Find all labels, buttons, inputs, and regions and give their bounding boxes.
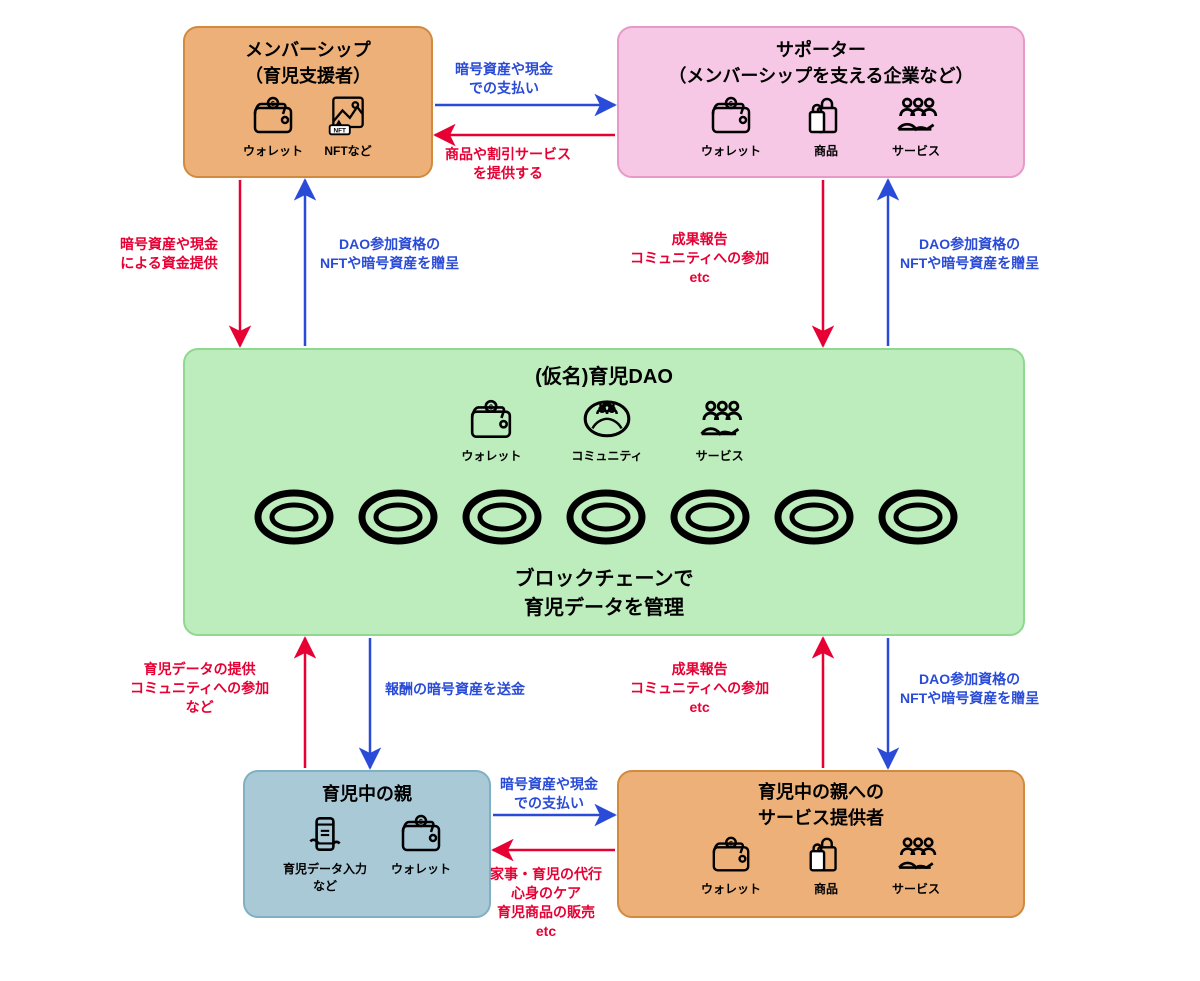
node-supporter: サポーター （メンバーシップを支える企業など） ウォレット 商品 サービス bbox=[617, 26, 1025, 178]
node-membership: メンバーシップ （育児支援者） ウォレット NFTなど bbox=[183, 26, 433, 178]
icon-label: 育児データ入力 など bbox=[283, 860, 367, 894]
edge-label-e11: 暗号資産や現金 での支払い bbox=[500, 775, 598, 813]
wallet-icon bbox=[706, 94, 756, 138]
service-icon bbox=[891, 834, 941, 876]
node-provider-title: 育児中の親への サービス提供者 bbox=[619, 778, 1023, 830]
icon-label: ウォレット bbox=[701, 880, 761, 897]
supporter-icon-service: サービス bbox=[891, 94, 941, 159]
icon-label: 商品 bbox=[814, 880, 838, 897]
edge-label-e1: 暗号資産や現金 での支払い bbox=[455, 60, 553, 98]
icon-label: ウォレット bbox=[701, 142, 761, 159]
provider-icon-wallet: ウォレット bbox=[701, 834, 761, 897]
icon-label: ウォレット bbox=[243, 142, 303, 159]
dao-icon-community: コミュニティ bbox=[571, 397, 642, 464]
parent-icon-phone: 育児データ入力 など bbox=[283, 812, 367, 894]
wallet-icon bbox=[706, 834, 756, 876]
icon-label: ウォレット bbox=[391, 860, 451, 877]
bag-icon bbox=[801, 94, 851, 138]
node-dao: (仮名)育児DAO ウォレット コミュニティ サービス ブロックチェーンで 育児… bbox=[183, 348, 1025, 636]
edge-label-e12: 家事・育児の代行 心身のケア 育児商品の販売 etc bbox=[490, 865, 602, 941]
parent-icon-wallet: ウォレット bbox=[391, 812, 451, 894]
icon-label: サービス bbox=[696, 447, 744, 464]
provider-icon-service: サービス bbox=[891, 834, 941, 897]
icon-label: ウォレット bbox=[461, 447, 521, 464]
node-parent: 育児中の親 育児データ入力 など ウォレット bbox=[243, 770, 491, 918]
icon-label: NFTなど bbox=[324, 142, 371, 159]
dao-icon-wallet: ウォレット bbox=[461, 397, 521, 464]
membership-icon-wallet: ウォレット bbox=[243, 94, 303, 159]
dao-footer: ブロックチェーンで 育児データを管理 bbox=[185, 562, 1023, 620]
edge-label-e3: 暗号資産や現金 による資金提供 bbox=[120, 235, 218, 273]
icon-label: 商品 bbox=[814, 142, 838, 159]
icon-label: コミュニティ bbox=[571, 447, 642, 464]
wallet-icon bbox=[248, 94, 298, 138]
phone-icon bbox=[300, 812, 350, 856]
blockchain-chain-icon bbox=[224, 482, 984, 552]
node-membership-title: メンバーシップ （育児支援者） bbox=[185, 36, 431, 88]
dao-icon-service: サービス bbox=[693, 397, 747, 464]
provider-icon-bag: 商品 bbox=[801, 834, 851, 897]
node-provider: 育児中の親への サービス提供者 ウォレット 商品 サービス bbox=[617, 770, 1025, 918]
service-icon bbox=[891, 94, 941, 138]
nft-icon bbox=[323, 94, 373, 138]
node-dao-title: (仮名)育児DAO bbox=[185, 360, 1023, 389]
supporter-icon-wallet: ウォレット bbox=[701, 94, 761, 159]
supporter-icon-bag: 商品 bbox=[801, 94, 851, 159]
edge-label-e9: 成果報告 コミュニティへの参加 etc bbox=[630, 660, 769, 717]
edge-label-e8: 報酬の暗号資産を送金 bbox=[385, 680, 525, 699]
edge-label-e2: 商品や割引サービス を提供する bbox=[445, 145, 571, 183]
wallet-icon bbox=[464, 397, 518, 443]
bag-icon bbox=[801, 834, 851, 876]
edge-label-e5: 成果報告 コミュニティへの参加 etc bbox=[630, 230, 769, 287]
membership-icon-nft: NFTなど bbox=[323, 94, 373, 159]
node-parent-title: 育児中の親 bbox=[245, 780, 489, 806]
service-icon bbox=[693, 397, 747, 443]
community-icon bbox=[580, 397, 634, 443]
edge-label-e7: 育児データの提供 コミュニティへの参加 など bbox=[130, 660, 269, 717]
icon-label: サービス bbox=[892, 142, 940, 159]
edge-label-e10: DAO参加資格の NFTや暗号資産を贈呈 bbox=[900, 670, 1039, 708]
edge-label-e6: DAO参加資格の NFTや暗号資産を贈呈 bbox=[900, 235, 1039, 273]
wallet-icon bbox=[396, 812, 446, 856]
edge-label-e4: DAO参加資格の NFTや暗号資産を贈呈 bbox=[320, 235, 459, 273]
icon-label: サービス bbox=[892, 880, 940, 897]
node-supporter-title: サポーター （メンバーシップを支える企業など） bbox=[619, 36, 1023, 88]
